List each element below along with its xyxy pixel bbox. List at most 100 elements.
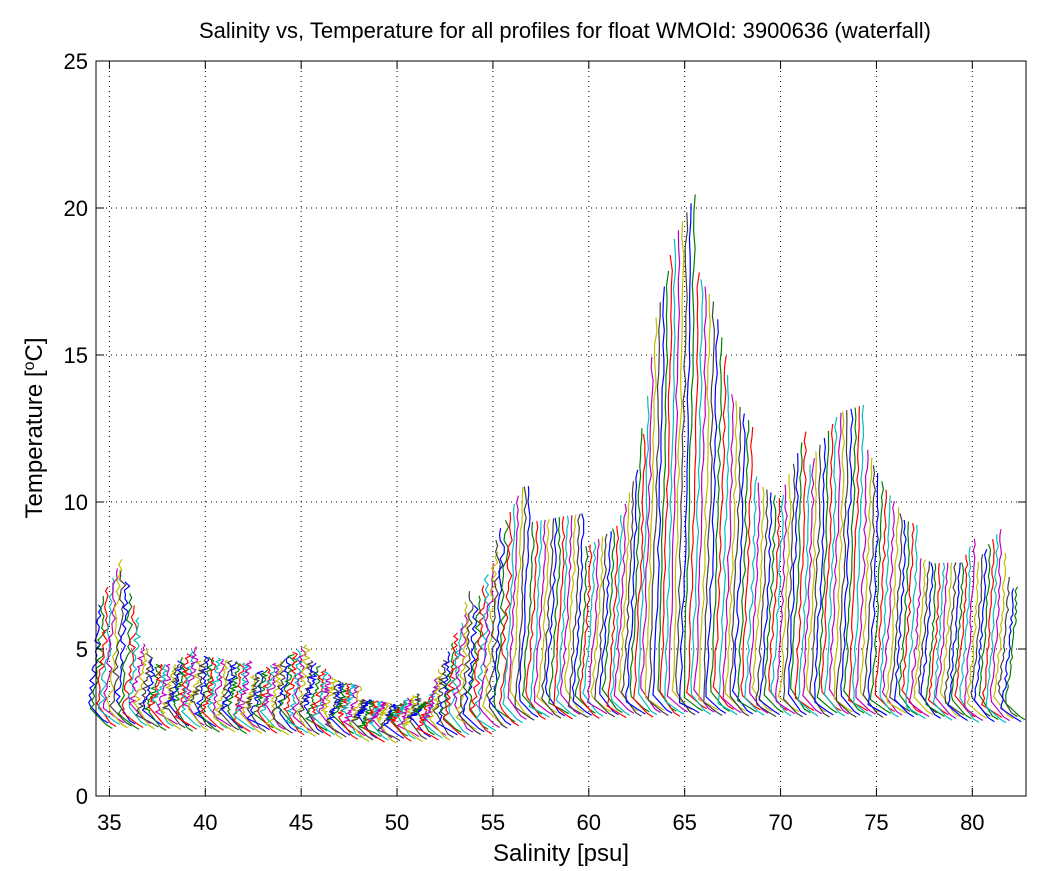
profile-line xyxy=(950,562,972,720)
profile-line xyxy=(740,427,761,711)
profile-line xyxy=(468,585,493,735)
profile-line xyxy=(262,662,286,731)
profile-line xyxy=(664,238,685,715)
profile-line xyxy=(298,660,320,736)
profile-line xyxy=(657,270,677,712)
profile-line xyxy=(690,279,711,715)
profile-line xyxy=(337,683,359,740)
profile-line xyxy=(625,469,646,715)
profile-line xyxy=(917,561,938,714)
profile-line xyxy=(843,407,865,714)
profile-line xyxy=(541,518,562,719)
profile-line xyxy=(970,553,991,717)
y-tick-label: 10 xyxy=(64,490,88,515)
profile-line xyxy=(768,498,788,712)
profile-lines xyxy=(88,194,1026,744)
x-tick-label: 80 xyxy=(960,810,984,835)
profile-line xyxy=(703,301,723,717)
profile-line xyxy=(521,521,543,715)
profile-line xyxy=(282,651,305,736)
profile-line xyxy=(652,286,673,714)
profile-line xyxy=(218,660,240,731)
profile-line xyxy=(151,663,175,727)
profile-line xyxy=(736,420,757,713)
profile-line xyxy=(744,476,765,716)
profile-line xyxy=(370,701,393,739)
profile-line xyxy=(320,677,343,740)
profile-line xyxy=(536,519,558,714)
profile-line xyxy=(383,703,405,739)
profile-line xyxy=(775,484,796,715)
profile-line xyxy=(106,558,128,729)
profile-line xyxy=(794,431,815,712)
profile-line xyxy=(235,660,259,729)
profile-line xyxy=(859,457,880,713)
profile-line xyxy=(973,548,995,723)
y-tick-label: 25 xyxy=(64,49,88,74)
profile-line xyxy=(862,465,884,718)
profile-line xyxy=(671,221,692,711)
profile-line xyxy=(848,406,869,712)
profile-line xyxy=(567,513,589,719)
profile-line xyxy=(462,605,485,733)
y-tick-label: 0 xyxy=(76,784,88,809)
profile-line xyxy=(867,473,888,716)
profile-line xyxy=(705,319,727,714)
profile-line xyxy=(590,536,612,713)
profile-line xyxy=(533,519,554,716)
profile-line xyxy=(966,561,988,719)
profile-line xyxy=(455,601,477,731)
axis-ticks xyxy=(96,60,1026,797)
profile-line xyxy=(342,684,366,737)
profile-line xyxy=(879,495,899,718)
profile-line xyxy=(482,551,504,725)
profile-line xyxy=(599,531,619,716)
profile-line xyxy=(387,703,408,737)
profile-line xyxy=(869,481,892,714)
profile-line xyxy=(770,494,792,717)
plot-area-frame xyxy=(95,60,1027,797)
y-axis-label-main: Temperature [ xyxy=(21,370,48,518)
x-tick-label: 75 xyxy=(864,810,888,835)
profile-line xyxy=(908,558,930,718)
profile-line xyxy=(432,659,454,739)
profile-line xyxy=(609,514,631,716)
profile-line xyxy=(502,503,523,724)
profile-line xyxy=(712,355,734,710)
profile-line xyxy=(553,516,573,720)
profile-line xyxy=(574,546,596,714)
profile-line xyxy=(606,525,627,719)
profile-line xyxy=(613,503,635,714)
profile-line xyxy=(640,356,662,714)
profile-line xyxy=(324,680,347,738)
profile-line xyxy=(285,649,309,734)
y-axis-label: Temperature [oC] xyxy=(21,338,49,519)
profile-line xyxy=(840,408,861,716)
profile-line xyxy=(787,453,807,716)
profile-line xyxy=(805,451,826,713)
profile-line xyxy=(141,658,163,726)
profile-line xyxy=(894,519,915,718)
profile-line xyxy=(304,665,328,732)
profile-line xyxy=(109,570,132,727)
profile-line xyxy=(265,660,290,736)
profile-line xyxy=(193,655,217,728)
y-tick-label: 20 xyxy=(64,196,88,221)
profile-line xyxy=(731,413,754,715)
profile-line xyxy=(920,562,942,719)
profile-line xyxy=(924,563,945,718)
profile-line xyxy=(698,293,719,711)
profile-line xyxy=(802,458,823,715)
profile-line xyxy=(637,395,658,716)
profile-line xyxy=(498,512,520,727)
y-axis-label-sup: o xyxy=(21,361,38,370)
profile-line xyxy=(440,642,462,733)
profile-line xyxy=(401,695,424,743)
profile-line xyxy=(889,513,911,712)
profile-line xyxy=(644,317,665,711)
profile-line xyxy=(722,394,742,714)
profile-line xyxy=(932,562,953,721)
profile-line xyxy=(528,520,550,718)
profile-line xyxy=(220,661,244,729)
